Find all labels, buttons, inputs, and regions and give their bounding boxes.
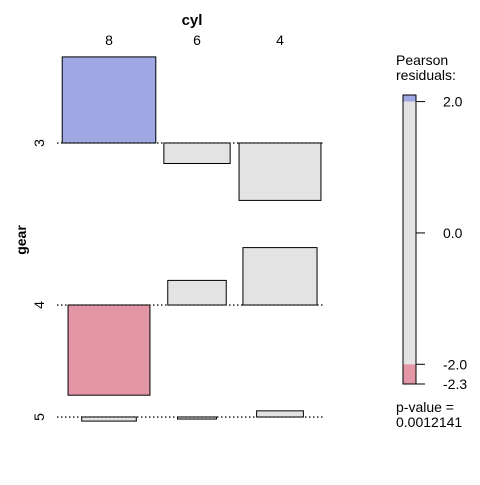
legend-segment-neutral (403, 102, 416, 365)
cell-gear4-cyl4 (243, 248, 317, 305)
y-tick-labels: 3 4 5 (31, 139, 47, 421)
cell-gear5-cyl4 (257, 411, 304, 417)
x-tick-label-8: 8 (105, 32, 113, 48)
x-tick-label-6: 6 (193, 32, 201, 48)
cell-gear3-cyl8 (62, 57, 156, 143)
legend-segment-positive (403, 95, 416, 102)
legend-tick-label: -2.3 (443, 376, 467, 392)
legend-title-line1: Pearson (396, 52, 448, 68)
y-axis-title: gear (13, 225, 29, 255)
legend-tick-label: -2.0 (443, 356, 467, 372)
y-tick-label-5: 5 (31, 413, 47, 421)
x-tick-label-4: 4 (276, 32, 284, 48)
cell-gear5-cyl6 (178, 417, 217, 419)
legend-segment-negative (403, 364, 416, 384)
legend-tick-label: 2.0 (443, 94, 463, 110)
pvalue-value: 0.0012141 (396, 414, 462, 430)
residual-cells (62, 57, 321, 421)
y-tick-label-4: 4 (31, 301, 47, 309)
x-axis-title: cyl (182, 12, 203, 29)
cell-gear3-cyl4 (239, 143, 321, 200)
cell-gear5-cyl8 (82, 417, 137, 421)
cell-gear4-cyl8 (68, 305, 150, 395)
pvalue-label: p-value = (396, 399, 454, 415)
legend-tick-label: 0.0 (443, 225, 463, 241)
y-tick-label-3: 3 (31, 139, 47, 147)
x-tick-labels: 8 6 4 (105, 32, 284, 48)
cell-gear4-cyl6 (168, 280, 227, 305)
legend-title-line2: residuals: (396, 67, 456, 83)
legend-colorbar: 2.0 0.0 -2.0 -2.3 (403, 94, 467, 392)
cell-gear3-cyl6 (164, 143, 230, 164)
